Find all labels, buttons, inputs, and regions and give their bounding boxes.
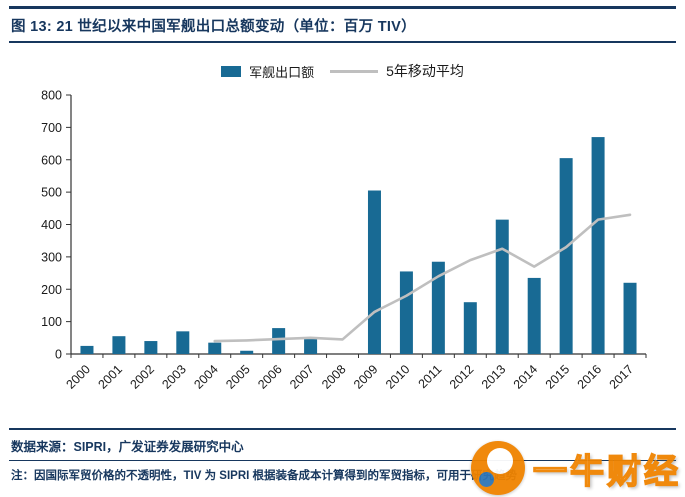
legend-item-moving-average: 5年移动平均 (330, 61, 464, 81)
legend-item-exports: 军舰出口额 (221, 62, 314, 81)
svg-text:2001: 2001 (95, 362, 125, 392)
legend-bar-label: 军舰出口额 (249, 64, 315, 80)
svg-text:2007: 2007 (287, 362, 317, 392)
svg-text:2015: 2015 (543, 362, 573, 392)
watermark-text: 一牛财经 (532, 452, 681, 492)
chart-title: 图 13: 21 世纪以来中国军舰出口总额变动（单位：百万 TIV） (11, 19, 416, 35)
svg-text:2017: 2017 (607, 362, 637, 392)
svg-text:300: 300 (41, 250, 62, 264)
svg-text:2011: 2011 (416, 362, 445, 391)
source-row: 数据来源：SIPRI，广发证券发展研究中心 (9, 428, 676, 461)
svg-text:2002: 2002 (127, 362, 157, 392)
watermark-logo-icon (471, 441, 525, 495)
svg-text:2016: 2016 (575, 362, 605, 392)
svg-text:0: 0 (55, 348, 62, 362)
svg-text:2006: 2006 (255, 362, 285, 392)
svg-text:500: 500 (41, 186, 62, 200)
svg-text:2014: 2014 (511, 362, 541, 392)
svg-text:2000: 2000 (64, 362, 94, 392)
svg-text:2003: 2003 (159, 362, 189, 392)
svg-text:400: 400 (41, 218, 62, 232)
source-text: 数据来源：SIPRI，广发证券发展研究中心 (11, 440, 244, 454)
svg-text:700: 700 (41, 121, 62, 135)
legend-line-swatch (330, 69, 379, 73)
watermark: 一牛财经 (471, 441, 681, 495)
legend-line-label: 5年移动平均 (386, 63, 464, 79)
svg-text:2012: 2012 (447, 362, 477, 392)
legend-bar-swatch (221, 65, 242, 77)
note-text: 注：因国际军贸价格的不透明性，TIV 为 SIPRI 根据装备成本计算得到的军贸… (11, 470, 518, 482)
figure: 图 13: 21 世纪以来中国军舰出口总额变动（单位：百万 TIV） 军舰出口额… (9, 6, 676, 487)
svg-text:2010: 2010 (383, 362, 413, 392)
legend: 军舰出口额 5年移动平均 (9, 61, 676, 81)
note-row: 注：因国际军贸价格的不透明性，TIV 为 SIPRI 根据装备成本计算得到的军贸… (9, 461, 676, 487)
svg-text:2005: 2005 (223, 362, 253, 392)
title-bar: 图 13: 21 世纪以来中国军舰出口总额变动（单位：百万 TIV） (9, 6, 676, 43)
svg-text:800: 800 (41, 89, 62, 103)
svg-text:200: 200 (41, 283, 62, 297)
svg-text:2013: 2013 (479, 362, 509, 392)
svg-text:100: 100 (41, 315, 62, 329)
svg-text:2004: 2004 (191, 362, 221, 392)
svg-text:2008: 2008 (319, 362, 349, 392)
svg-text:600: 600 (41, 153, 62, 167)
svg-text:2009: 2009 (351, 362, 381, 392)
